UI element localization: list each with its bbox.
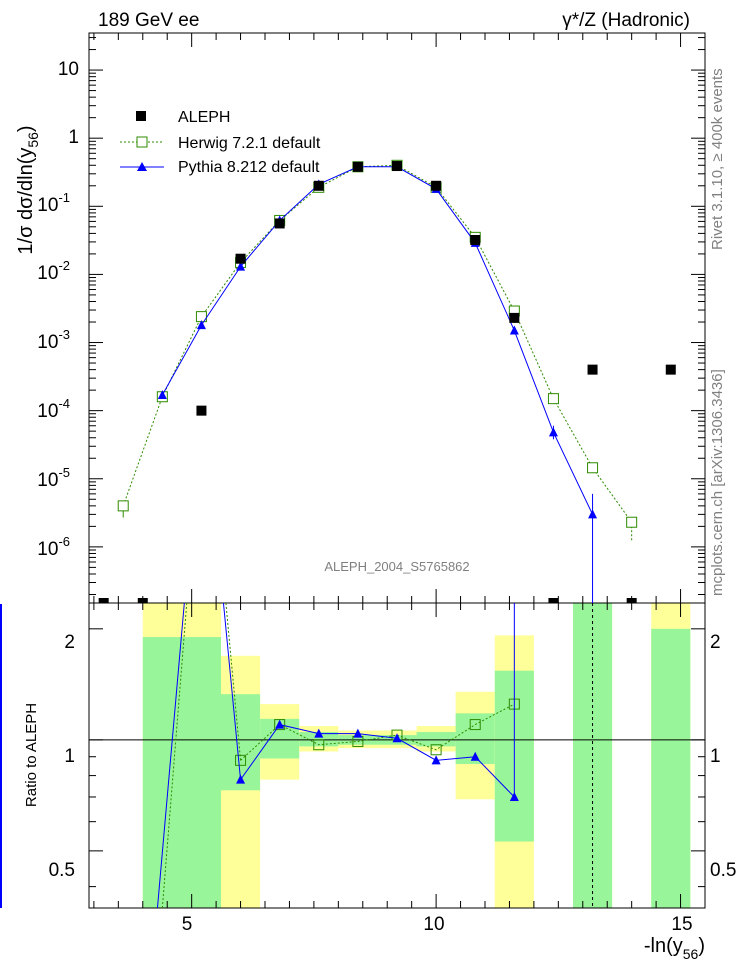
energy-label: 189 GeV ee [98,10,199,31]
pythia-marker [588,509,598,519]
ratio-y-tick-label-right: 1 [710,746,721,767]
pythia-ratio-marker [509,791,519,801]
x-axis-title: -ln(y56) [644,935,705,962]
axis-ticks [89,33,706,908]
ratio-y-tick-label: 2 [64,632,75,653]
legend-label-pythia: Pythia 8.212 default [178,159,320,176]
aleph-marker [98,598,109,603]
main-y-tick-label: 10-5 [37,465,70,491]
main-y-tick-label: 10-2 [37,258,70,284]
ratio-band-inner [416,732,456,747]
x-tick-label: 15 [671,914,692,935]
ratio-y-tick-label: 1 [64,746,75,767]
ratio-y-tick-label: 0.5 [49,860,75,881]
legend-label-herwig: Herwig 7.2.1 default [178,135,321,152]
rivet-version-note: Rivet 3.1.10, ≥ 400k events [709,68,726,250]
aleph-marker [313,180,324,191]
pythia-ratio-marker [431,755,441,765]
x-tick-label: 10 [423,914,444,935]
legend-marker-herwig [136,136,148,148]
analysis-id-label: ALEPH_2004_S5765862 [324,559,469,574]
ratio-plot-data [89,603,705,908]
herwig-ratio-marker [235,754,247,766]
main-y-tick-label: 10-3 [37,327,70,353]
main-y-axis-title: 1/σ dσ/dln(y56) [15,125,41,254]
ratio-y-tick-label-right: 2 [710,632,721,653]
pythia-ratio-marker [275,719,285,729]
pythia-ratio-marker [392,733,402,743]
pythia-marker [509,325,519,335]
pythia-marker [196,320,206,330]
ratio-y-axis-title: Ratio to ALEPH [23,703,40,807]
aleph-marker [509,312,520,323]
pythia-ratio-offscale [156,603,185,908]
pythia-ratio-marker [236,774,246,784]
legend-marker-pythia [137,162,147,171]
ratio-uncertainty-bands [142,603,691,908]
main-y-tick-labels: 10-6 10-5 10-4 10-3 10-2 10-1 1 10 [37,59,79,560]
pythia-marker [236,261,246,271]
pythia-ratio-line [240,724,515,798]
mcplots-credit-note: mcplots.cern.ch [arXiv:1306.3436] [709,369,726,596]
aleph-marker [196,405,207,416]
herwig-ratio-offscale [161,603,188,908]
herwig-line [122,164,633,523]
ratio-y-tick-label-right: 0.5 [710,860,736,881]
aleph-marker [352,161,363,172]
main-y-tick-label: 10-1 [37,190,70,216]
main-y-tick-label: 10-6 [37,534,70,560]
aleph-marker [470,235,481,246]
main-y-tick-label: 10 [58,59,79,80]
herwig-marker [547,393,559,405]
herwig-ratio-marker [469,719,481,731]
main-plot-data [98,159,676,603]
pythia-marker [157,389,167,399]
aleph-marker [392,161,402,172]
x-tick-label: 5 [182,914,193,935]
legend: ALEPH Herwig 7.2.1 default Pythia 8.212 … [120,109,321,176]
pythia-ratio-marker [314,728,324,738]
herwig-ratio-marker [313,739,325,751]
pythia-ratio-marker [353,728,363,738]
aleph-marker [431,180,442,191]
ratio-band-inner [142,637,221,908]
ratio-band-inner [299,732,339,747]
aleph-marker [587,364,598,375]
herwig-marker [117,500,129,512]
aleph-marker [137,598,148,603]
ratio-band-inner [221,694,261,791]
aleph-marker [235,253,246,264]
herwig-ratio-line [240,703,515,761]
pythia-ratio-marker [470,751,480,761]
process-label: γ*/Z (Hadronic) [562,10,690,31]
ratio-band-inner [651,628,691,908]
herwig-ratio-marker [430,744,442,756]
main-y-tick-label: 1 [68,127,79,148]
main-y-tick-label: 10-4 [37,396,70,422]
herwig-marker [587,462,599,474]
ratio-plot-frame [88,602,706,909]
herwig-marker [626,516,638,528]
legend-marker-aleph [136,111,146,121]
aleph-marker [274,218,285,229]
aleph-marker [626,598,637,603]
pythia-ratio-offscale [222,603,242,780]
legend-label-aleph: ALEPH [178,109,230,126]
pythia-marker [548,427,558,437]
aleph-marker [665,364,676,375]
pythia-line [161,166,594,515]
aleph-marker [548,598,559,603]
